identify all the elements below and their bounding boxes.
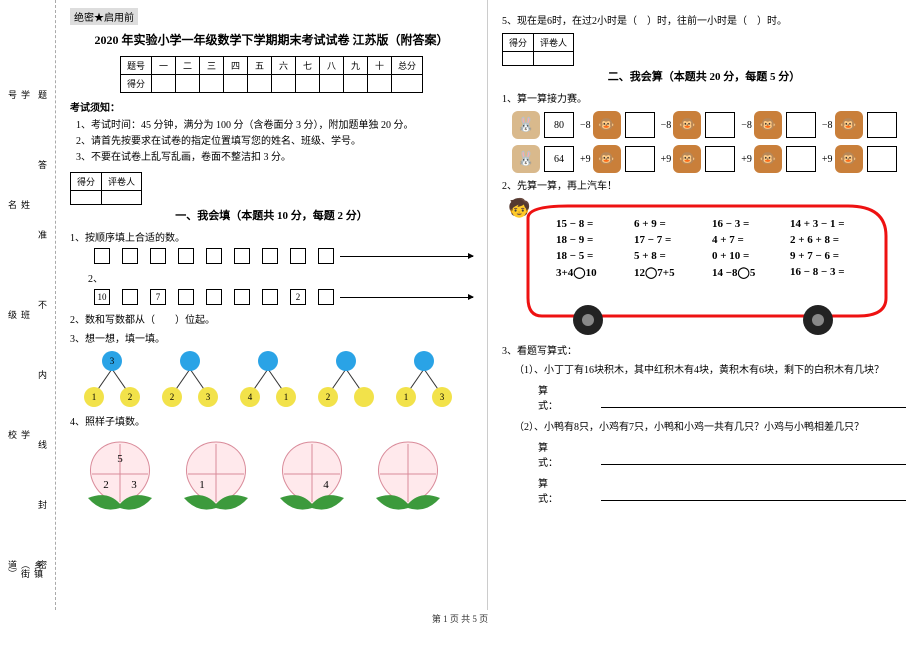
q5: 5、现在是6时，在过2小时是（ ）时，往前一小时是（ ）时。: [502, 12, 906, 27]
bus-equation: 17 − 7 =: [634, 234, 712, 246]
q1: 1、按顺序填上合适的数。: [70, 229, 473, 244]
margin-label: 姓名: [6, 200, 32, 209]
monkey-icon: 🐵: [673, 145, 701, 173]
bus-equation: 2 + 6 + 8 =: [790, 234, 868, 246]
tree-row: 3 1 2 2 3 4 1 2 1 3: [82, 351, 473, 407]
bus-equation: 18 − 9 =: [556, 234, 634, 246]
binding-margin: 乡镇（街道） 学校 班级 姓名 学号 密 封 线 内 不 准 答 题: [0, 0, 56, 610]
monkey-icon: 🐵: [754, 145, 782, 173]
peach-figure: 1: [174, 432, 258, 510]
secret-label: 绝密★启用前: [70, 8, 138, 25]
section1-heading: 一、我会填（本题共 10 分，每题 2 分）: [70, 207, 473, 223]
margin-label: 班级: [6, 310, 32, 319]
notice-item: 2、请首先按要求在试卷的指定位置填写您的姓名、班级、学号。: [76, 134, 473, 150]
svg-text:2: 2: [103, 479, 109, 491]
section2-heading: 二、我会算（本题共 20 分，每题 5 分）: [502, 68, 906, 84]
bus-figure: 🧒 15 − 8 =6 + 9 =16 − 3 =14 + 3 − 1 = 18 …: [508, 198, 898, 338]
seal-text: 线: [36, 440, 49, 449]
number-line-1: [88, 248, 473, 264]
seal-text: 密: [36, 560, 49, 569]
monkey-icon: 🐵: [593, 145, 621, 173]
seal-text: 不: [36, 300, 49, 309]
answer-line[interactable]: [601, 392, 906, 408]
bus-equation: 16 − 3 =: [712, 218, 790, 230]
svg-text:5: 5: [117, 453, 123, 465]
bus-equation: 14 −8◯5: [712, 266, 790, 279]
monkey-icon: 🐵: [593, 111, 621, 139]
calc-chain: 🐰80−8🐵−8🐵−8🐵−8🐵: [512, 111, 906, 139]
q3: 3、想一想，填一填。: [70, 330, 473, 345]
svg-text:4: 4: [323, 479, 329, 491]
bus-equation: 3+4◯10: [556, 266, 634, 279]
q1b: 2、: [88, 270, 473, 285]
seal-text: 答: [36, 160, 49, 169]
grader-table: 得分评卷人: [70, 172, 142, 205]
margin-label: 学校: [6, 430, 32, 439]
child-icon: 🧒: [508, 198, 530, 219]
bus-equation: 4 + 7 =: [712, 234, 790, 246]
seal-text: 内: [36, 370, 49, 379]
s2q2: 2、先算一算，再上汽车！: [502, 177, 906, 192]
svg-text:1: 1: [199, 479, 205, 491]
monkey-icon: 🐵: [835, 111, 863, 139]
peach-row: 5 2 3 1 4: [78, 432, 473, 510]
exam-title: 2020 年实验小学一年级数学下学期期末考试试卷 江苏版（附答案）: [70, 31, 473, 48]
rabbit-icon: 🐰: [512, 111, 540, 139]
notice-item: 1、考试时间：45 分钟，满分为 100 分（含卷面分 3 分），附加题单独 2…: [76, 118, 473, 134]
bus-equation: 18 − 5 =: [556, 250, 634, 262]
number-tree: 1 3: [394, 351, 454, 407]
bus-equation: 14 + 3 − 1 =: [790, 218, 868, 230]
monkey-icon: 🐵: [835, 145, 863, 173]
margin-label: 学号: [6, 90, 32, 99]
seal-text: 准: [36, 230, 49, 239]
bus-equation: 0 + 10 =: [712, 250, 790, 262]
s2q3b: （2）、小鸭有8只，小鸡有7只，小鸭和小鸡一共有几只？小鸡与小鸭相差几只？: [514, 418, 906, 433]
peach-figure: [366, 432, 450, 510]
notice-item: 3、不要在试卷上乱写乱画，卷面不整洁扣 3 分。: [76, 150, 473, 166]
bus-equation: 9 + 7 − 6 =: [790, 250, 868, 262]
bus-equation: 5 + 8 =: [634, 250, 712, 262]
monkey-icon: 🐵: [673, 111, 701, 139]
monkey-icon: 🐵: [754, 111, 782, 139]
svg-text:3: 3: [131, 479, 137, 491]
s2q1: 1、算一算接力赛。: [502, 90, 906, 105]
q2: 2、数和写数都从（ ）位起。: [70, 311, 473, 326]
page-footer: 第 1 页 共 5 页: [0, 612, 920, 625]
seal-text: 封: [36, 500, 49, 509]
number-line-2: 1072: [88, 289, 473, 305]
number-tree: 2: [316, 351, 376, 407]
notice-heading: 考试须知：: [70, 99, 473, 114]
answer-line[interactable]: [601, 449, 906, 465]
answer-line[interactable]: [601, 485, 906, 501]
bus-equation: 12◯7+5: [634, 266, 712, 279]
s2q3a: （1）、小丁丁有16块积木，其中红积木有4块，黄积木有6块，剩下的白积木有几块？: [514, 361, 906, 376]
bus-equation: 16 − 8 − 3 =: [790, 266, 868, 279]
peach-figure: 5 2 3: [78, 432, 162, 510]
grader-table-2: 得分评卷人: [502, 33, 574, 66]
number-tree: 2 3: [160, 351, 220, 407]
score-table: 题号一二三 四五六七 八九十总分 得分: [120, 56, 423, 93]
calc-chain: 🐰64+9🐵+9🐵+9🐵+9🐵: [512, 145, 906, 173]
seal-text: 题: [36, 90, 49, 99]
number-tree: 3 1 2: [82, 351, 142, 407]
number-tree: 4 1: [238, 351, 298, 407]
s2q3: 3、看题写算式：: [502, 342, 906, 357]
rabbit-icon: 🐰: [512, 145, 540, 173]
bus-equation: 15 − 8 =: [556, 218, 634, 230]
q4: 4、照样子填数。: [70, 413, 473, 428]
bus-equation: 6 + 9 =: [634, 218, 712, 230]
peach-figure: 4: [270, 432, 354, 510]
